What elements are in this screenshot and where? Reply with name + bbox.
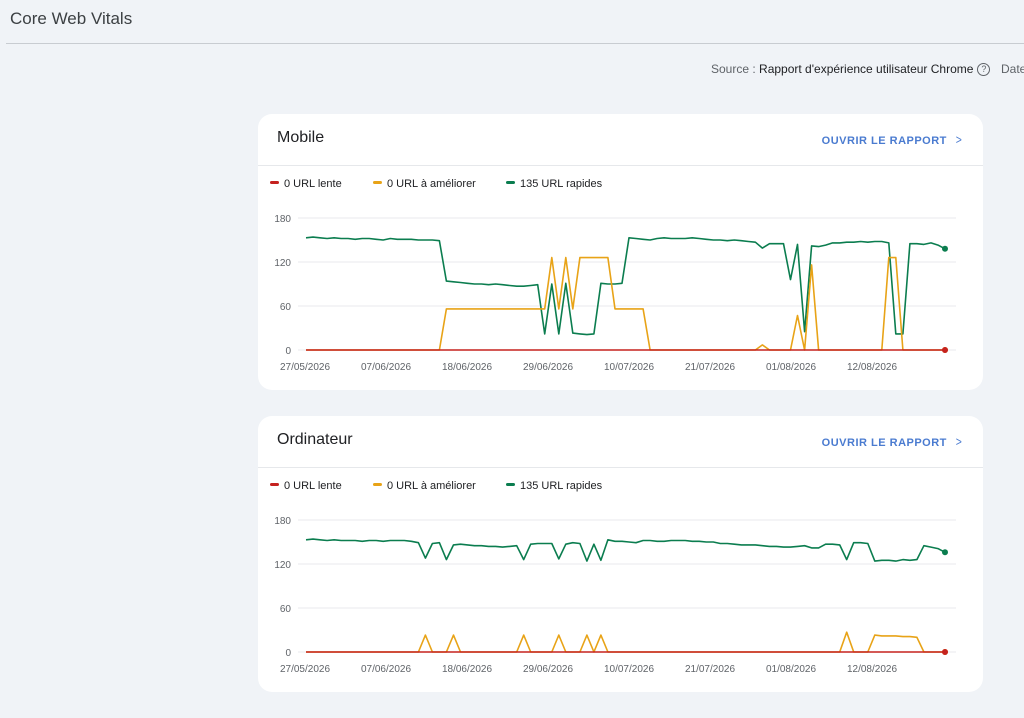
card-title: Ordinateur — [277, 431, 353, 448]
legend-label: 135 URL rapides — [520, 480, 603, 492]
y-tick-label: 0 — [285, 648, 291, 659]
legend-label: 0 URL lente — [284, 178, 342, 190]
open-report-button[interactable]: OUVRIR LE RAPPORT > — [822, 434, 963, 449]
open-report-button[interactable]: OUVRIR LE RAPPORT > — [822, 132, 963, 147]
legend-swatch-lente — [270, 483, 279, 486]
legend-label: 0 URL à améliorer — [387, 178, 476, 190]
legend-item-rapides[interactable]: 135 URL rapides — [506, 178, 602, 190]
y-tick-label: 60 — [280, 604, 292, 615]
x-tick-label: 07/06/2026 — [361, 664, 411, 675]
x-tick-label: 27/05/2026 — [280, 362, 330, 373]
legend-label: 135 URL rapides — [520, 178, 603, 190]
x-tick-label: 21/07/2026 — [685, 362, 735, 373]
legend-swatch-lente — [270, 181, 279, 184]
x-tick-label: 12/08/2026 — [847, 664, 897, 675]
legend-item-rapides[interactable]: 135 URL rapides — [506, 480, 602, 492]
y-tick-label: 60 — [280, 302, 292, 313]
card-title: Mobile — [277, 129, 325, 146]
legend-item-lente[interactable]: 0 URL lente — [270, 178, 342, 190]
legend-item-lente[interactable]: 0 URL lente — [270, 480, 342, 492]
series-url-lente-end-point[interactable] — [942, 649, 948, 655]
header-divider — [6, 43, 1024, 44]
x-tick-label: 29/06/2026 — [523, 664, 573, 675]
help-circle-icon[interactable]: ? — [977, 63, 991, 76]
open-report-label: OUVRIR LE RAPPORT — [821, 437, 947, 449]
x-tick-label: 18/06/2026 — [442, 362, 492, 373]
open-report-label: OUVRIR LE RAPPORT — [821, 135, 947, 147]
desktop-card: Ordinateur OUVRIR LE RAPPORT > 0 URL lent… — [258, 416, 983, 692]
y-tick-label: 180 — [274, 516, 291, 527]
series-url-rapides-end-point[interactable] — [942, 245, 948, 252]
x-tick-label: 27/05/2026 — [280, 664, 330, 675]
mobile-line-chart: 180 120 60 0 27/05/2026 07/06/2026 18/06/2026 2… — [274, 214, 956, 373]
series-url-rapides-line[interactable] — [305, 538, 946, 562]
y-tick-label: 120 — [274, 560, 291, 571]
legend-item-ameliorer[interactable]: 0 URL à améliorer — [373, 480, 476, 492]
x-tick-label: 01/08/2026 — [766, 362, 816, 373]
desktop-line-chart: 180 120 60 0 27/05/2026 07/06/2026 18/06/2026 2… — [274, 516, 956, 675]
x-tick-label: 29/06/2026 — [523, 362, 573, 373]
legend-swatch-ameliorer — [373, 483, 382, 486]
legend-label: 0 URL à améliorer — [387, 480, 476, 492]
x-tick-label: 01/08/2026 — [766, 664, 816, 675]
chevron-right-icon: > — [955, 132, 963, 147]
legend-item-ameliorer[interactable]: 0 URL à améliorer — [373, 178, 476, 190]
chevron-right-icon: > — [955, 434, 963, 449]
x-tick-label: 21/07/2026 — [685, 664, 735, 675]
y-tick-label: 120 — [274, 258, 291, 269]
series-url-lente-end-point[interactable] — [942, 347, 948, 353]
top-bar: Core Web Vitals — [0, 0, 1024, 44]
card-header: Ordinateur OUVRIR LE RAPPORT > — [258, 416, 983, 468]
page-title: Core Web Vitals — [10, 9, 133, 28]
x-tick-label: 10/07/2026 — [604, 362, 654, 373]
series-url-ameliorer-line[interactable] — [306, 256, 945, 351]
series-url-rapides-line[interactable] — [305, 236, 946, 336]
legend-label: 0 URL lente — [284, 480, 342, 492]
mobile-card: Mobile OUVRIR LE RAPPORT > 0 URL lente 0 … — [258, 114, 983, 390]
x-tick-label: 12/08/2026 — [847, 362, 897, 373]
series-url-ameliorer-line[interactable] — [306, 631, 945, 653]
x-tick-label: 07/06/2026 — [361, 362, 411, 373]
source-value: Rapport d'expérience utilisateur Chrome — [759, 62, 974, 76]
legend-swatch-rapides — [506, 181, 515, 184]
legend-swatch-ameliorer — [373, 181, 382, 184]
card-header: Mobile OUVRIR LE RAPPORT > — [258, 114, 983, 166]
source-label: Source : — [711, 62, 760, 76]
y-tick-label: 180 — [274, 214, 291, 225]
x-tick-label: 18/06/2026 — [442, 664, 492, 675]
x-tick-label: 10/07/2026 — [604, 664, 654, 675]
y-tick-label: 0 — [285, 346, 291, 357]
legend-swatch-rapides — [506, 483, 515, 486]
series-url-rapides-end-point[interactable] — [942, 549, 948, 556]
source-info: Source : Rapport d'expérience utilisateu… — [711, 62, 991, 76]
date-label[interactable]: Date — [1001, 62, 1024, 76]
